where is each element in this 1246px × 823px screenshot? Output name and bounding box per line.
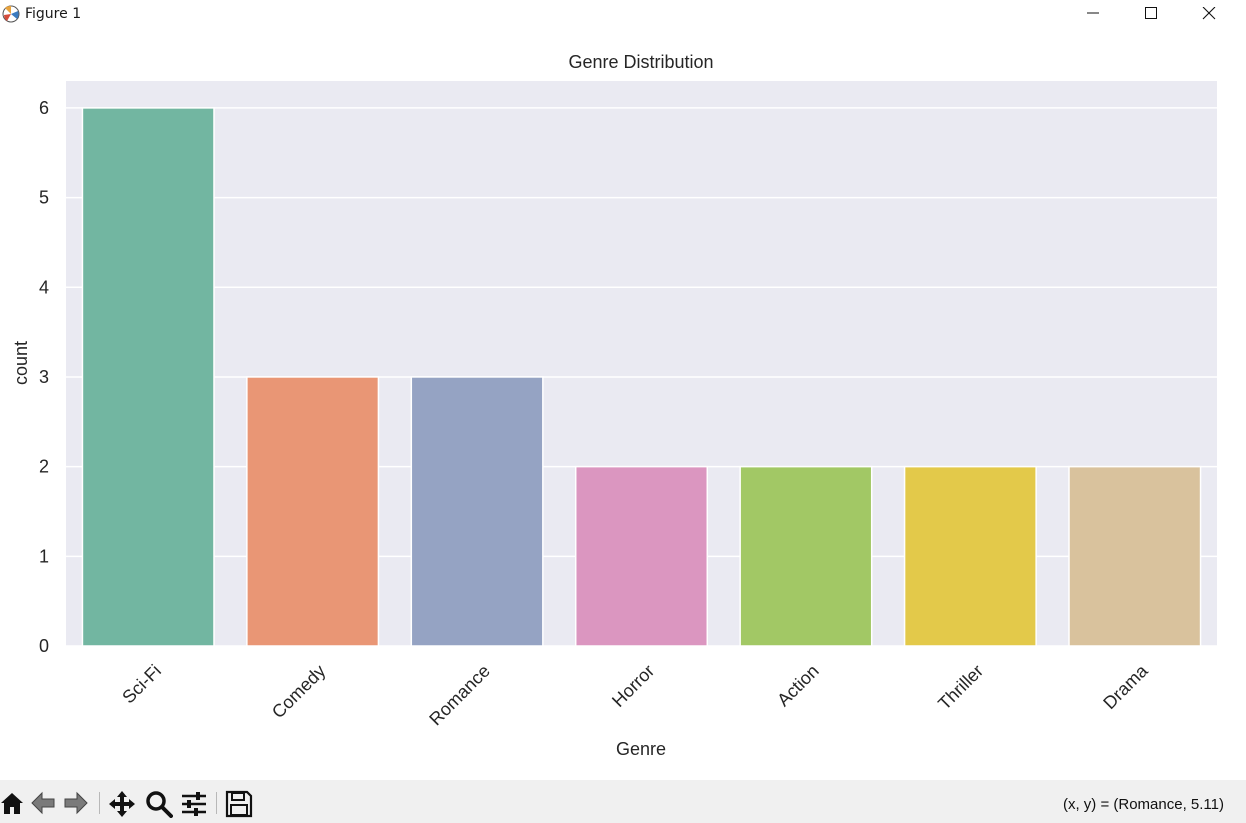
bar-drama (1068, 465, 1202, 647)
minimize-button[interactable] (1064, 0, 1122, 28)
bar-action (739, 465, 873, 647)
y-axis-label: count (11, 341, 31, 385)
x-tick-labels: Sci-Fi Comedy Romance Horror Action Thriller D… (118, 660, 1152, 729)
toolbar-separator (99, 792, 100, 814)
chart-title: Genre Distribution (568, 52, 713, 72)
pan-icon[interactable] (108, 790, 136, 818)
bar-horror (574, 465, 709, 647)
bar-thriller (903, 465, 1037, 647)
bar-sci-fi (81, 107, 215, 647)
zoom-icon[interactable] (145, 790, 173, 818)
y-tick-labels: 0 1 2 3 4 5 6 (39, 98, 49, 656)
x-tick-label: Horror (608, 661, 658, 711)
y-tick-label: 3 (39, 367, 49, 387)
x-tick-label: Action (773, 661, 823, 711)
save-icon[interactable] (225, 790, 253, 818)
back-icon[interactable] (30, 790, 58, 818)
x-tick-label: Romance (425, 661, 494, 730)
navigation-toolbar: (x, y) = (Romance, 5.11) (0, 780, 1246, 823)
bar-comedy (246, 376, 380, 647)
x-tick-label: Sci-Fi (118, 661, 165, 708)
cursor-coordinates: (x, y) = (Romance, 5.11) (1062, 796, 1224, 813)
y-tick-label: 4 (39, 277, 49, 297)
x-tick-label: Thriller (934, 661, 987, 714)
x-tick-label: Drama (1099, 660, 1152, 713)
home-icon[interactable] (0, 790, 28, 818)
y-tick-label: 0 (39, 636, 49, 656)
window-title: Figure 1 (25, 6, 82, 22)
window-edge (1240, 32, 1246, 780)
close-button[interactable] (1180, 0, 1238, 28)
y-tick-label: 6 (39, 98, 49, 118)
bar-romance (410, 376, 544, 647)
y-tick-label: 2 (39, 457, 49, 477)
figure-canvas[interactable]: 0 1 2 3 4 5 6 Sci-Fi Comedy Romance Horror Action T… (0, 32, 1246, 780)
x-axis-label: Genre (616, 739, 666, 759)
bars (81, 107, 1202, 647)
maximize-button[interactable] (1122, 0, 1180, 28)
y-tick-label: 5 (39, 188, 49, 208)
forward-icon[interactable] (63, 790, 91, 818)
y-tick-label: 1 (39, 546, 49, 566)
window-titlebar: Figure 1 (0, 0, 1246, 32)
configure-icon[interactable] (180, 790, 208, 818)
bar-chart: 0 1 2 3 4 5 6 Sci-Fi Comedy Romance Horror Action T… (11, 52, 1217, 759)
matplotlib-app-icon (2, 5, 20, 23)
toolbar-separator (216, 792, 217, 814)
x-tick-label: Comedy (268, 661, 330, 723)
